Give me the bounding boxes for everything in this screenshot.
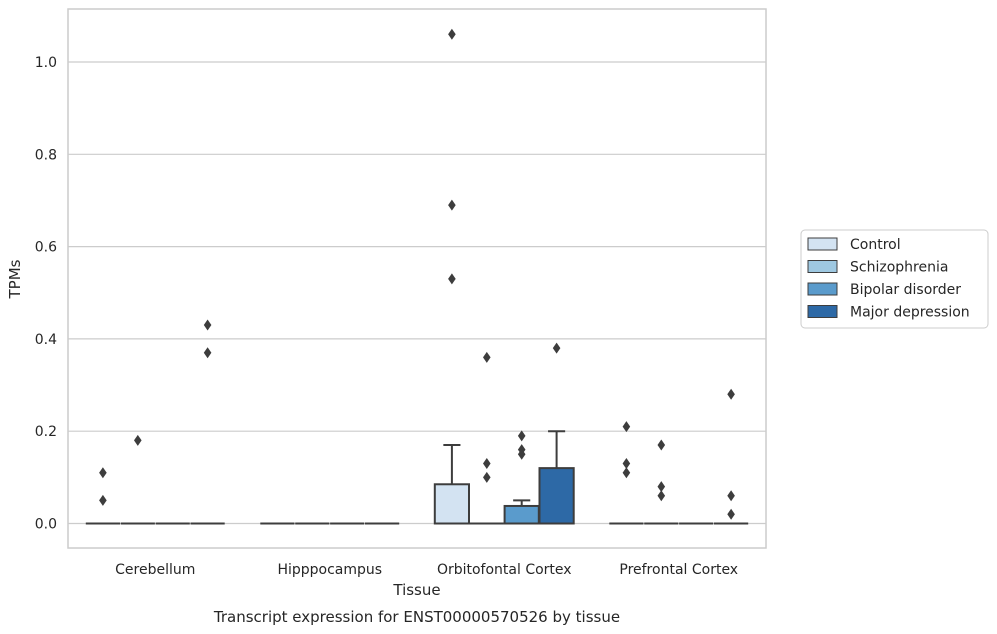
- legend-label: Major depression: [850, 305, 970, 321]
- box-body: [503, 504, 540, 525]
- outlier-point: [517, 448, 526, 460]
- box-2-1: [469, 351, 504, 525]
- x-axis-label: Tissue: [392, 581, 440, 599]
- box-body: [433, 483, 471, 525]
- box-3-3: [713, 388, 749, 525]
- y-axis-label: TPMs: [6, 259, 24, 299]
- x-axis: Cerebellum Hipppocampus Orbitofontal Corte…: [115, 562, 738, 578]
- outlier-point: [203, 347, 212, 359]
- outlier-point: [657, 481, 666, 493]
- box-0-3: [190, 319, 225, 525]
- box-2-2: [503, 430, 540, 525]
- outlier-point: [727, 490, 735, 502]
- outlier-point: [622, 421, 631, 433]
- y-tick-label: 0.4: [35, 332, 57, 348]
- y-tick-label: 0.2: [35, 424, 57, 440]
- legend-swatch: [807, 282, 838, 296]
- legend-frame: [800, 229, 989, 329]
- box-3-0: [609, 421, 644, 525]
- y-axis: 0.0 0.2 0.4 0.6 0.8 1.0: [35, 55, 57, 533]
- box-2-3: [538, 342, 575, 525]
- outlier-point: [622, 467, 631, 479]
- y-tick-label: 0.6: [35, 240, 57, 256]
- outlier-point: [99, 467, 107, 479]
- outlier-point: [203, 319, 212, 331]
- y-tick-label: 1.0: [35, 55, 57, 71]
- x-tick-label: Hipppocampus: [277, 562, 382, 578]
- legend-swatch: [807, 260, 838, 273]
- x-tick-label: Prefrontal Cortex: [619, 562, 738, 578]
- box-body: [538, 467, 575, 525]
- box-0-0: [85, 467, 121, 525]
- x-tick-label: Cerebellum: [115, 562, 195, 578]
- box-0-1: [120, 434, 155, 525]
- outlier-point: [622, 458, 631, 470]
- outlier-point: [134, 434, 142, 446]
- outlier-point: [657, 439, 666, 451]
- legend-swatch: [807, 305, 838, 318]
- chart-caption: Transcript expression for ENST0000057052…: [213, 608, 620, 626]
- box-2-0: [433, 28, 471, 525]
- y-tick-label: 0.0: [35, 517, 57, 533]
- outlier-point: [483, 471, 491, 483]
- outlier-point: [727, 388, 735, 400]
- outlier-point: [99, 494, 107, 506]
- outlier-point: [657, 490, 666, 502]
- x-tick-label: Orbitofontal Cortex: [437, 562, 572, 578]
- outlier-point: [552, 342, 561, 354]
- legend-label: Control: [850, 237, 901, 253]
- outlier-point: [483, 458, 491, 470]
- outlier-point: [517, 430, 526, 442]
- outlier-point: [727, 508, 735, 520]
- legend: Control Schizophrenia Bipolar disorder Majo…: [800, 229, 989, 329]
- grid-lines: [68, 61, 766, 525]
- outlier-point: [448, 273, 456, 285]
- box-3-1: [644, 439, 679, 525]
- plot-frame: [67, 8, 767, 549]
- outlier-point: [448, 28, 456, 40]
- outlier-point: [483, 351, 491, 363]
- y-tick-label: 0.8: [35, 147, 57, 163]
- legend-label: Bipolar disorder: [850, 282, 961, 298]
- outlier-point: [448, 199, 456, 211]
- legend-swatch: [807, 237, 838, 251]
- plot-marks: [85, 28, 749, 525]
- legend-label: Schizophrenia: [850, 260, 948, 276]
